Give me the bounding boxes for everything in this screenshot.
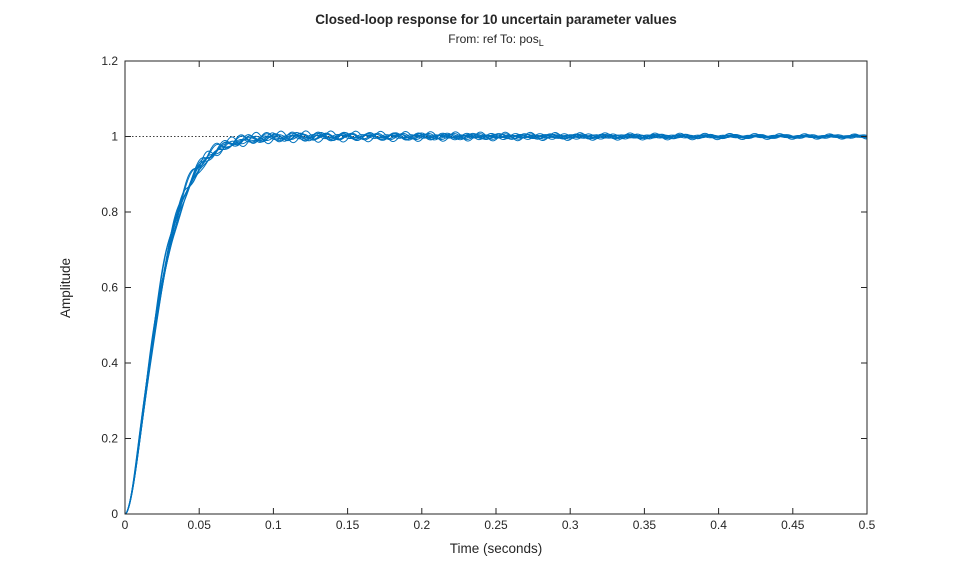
x-tick-label: 0.25: [484, 518, 508, 532]
x-tick-label: 0.5: [859, 518, 876, 532]
y-tick-label: 0.8: [101, 205, 118, 219]
x-tick-label: 0.1: [265, 518, 282, 532]
y-tick-label: 0.4: [101, 356, 118, 370]
x-tick-label: 0.4: [710, 518, 727, 532]
y-tick-label: 0.2: [101, 432, 118, 446]
subtitle-subscript: L: [539, 38, 544, 48]
y-axis-label: Amplitude: [58, 258, 73, 318]
x-tick-label: 0.05: [188, 518, 212, 532]
chart-subtitle: From: ref To: posL: [448, 32, 544, 48]
y-tick-label: 0.6: [101, 281, 118, 295]
x-tick-label: 0.3: [562, 518, 579, 532]
x-tick-label: 0.45: [781, 518, 805, 532]
x-tick-label: 0: [122, 518, 129, 532]
x-tick-label: 0.15: [336, 518, 360, 532]
subtitle-text: From: ref To: pos: [448, 32, 538, 46]
x-tick-label: 0.35: [633, 518, 657, 532]
x-tick-label: 0.2: [413, 518, 430, 532]
y-tick-label: 1.2: [101, 54, 118, 68]
y-tick-label: 0: [111, 507, 118, 521]
plot-area: [125, 61, 867, 514]
response-line-10: [124, 133, 868, 515]
chart-title: Closed-loop response for 10 uncertain pa…: [315, 12, 677, 27]
y-tick-label: 1: [111, 130, 118, 144]
x-axis-label: Time (seconds): [450, 541, 543, 556]
